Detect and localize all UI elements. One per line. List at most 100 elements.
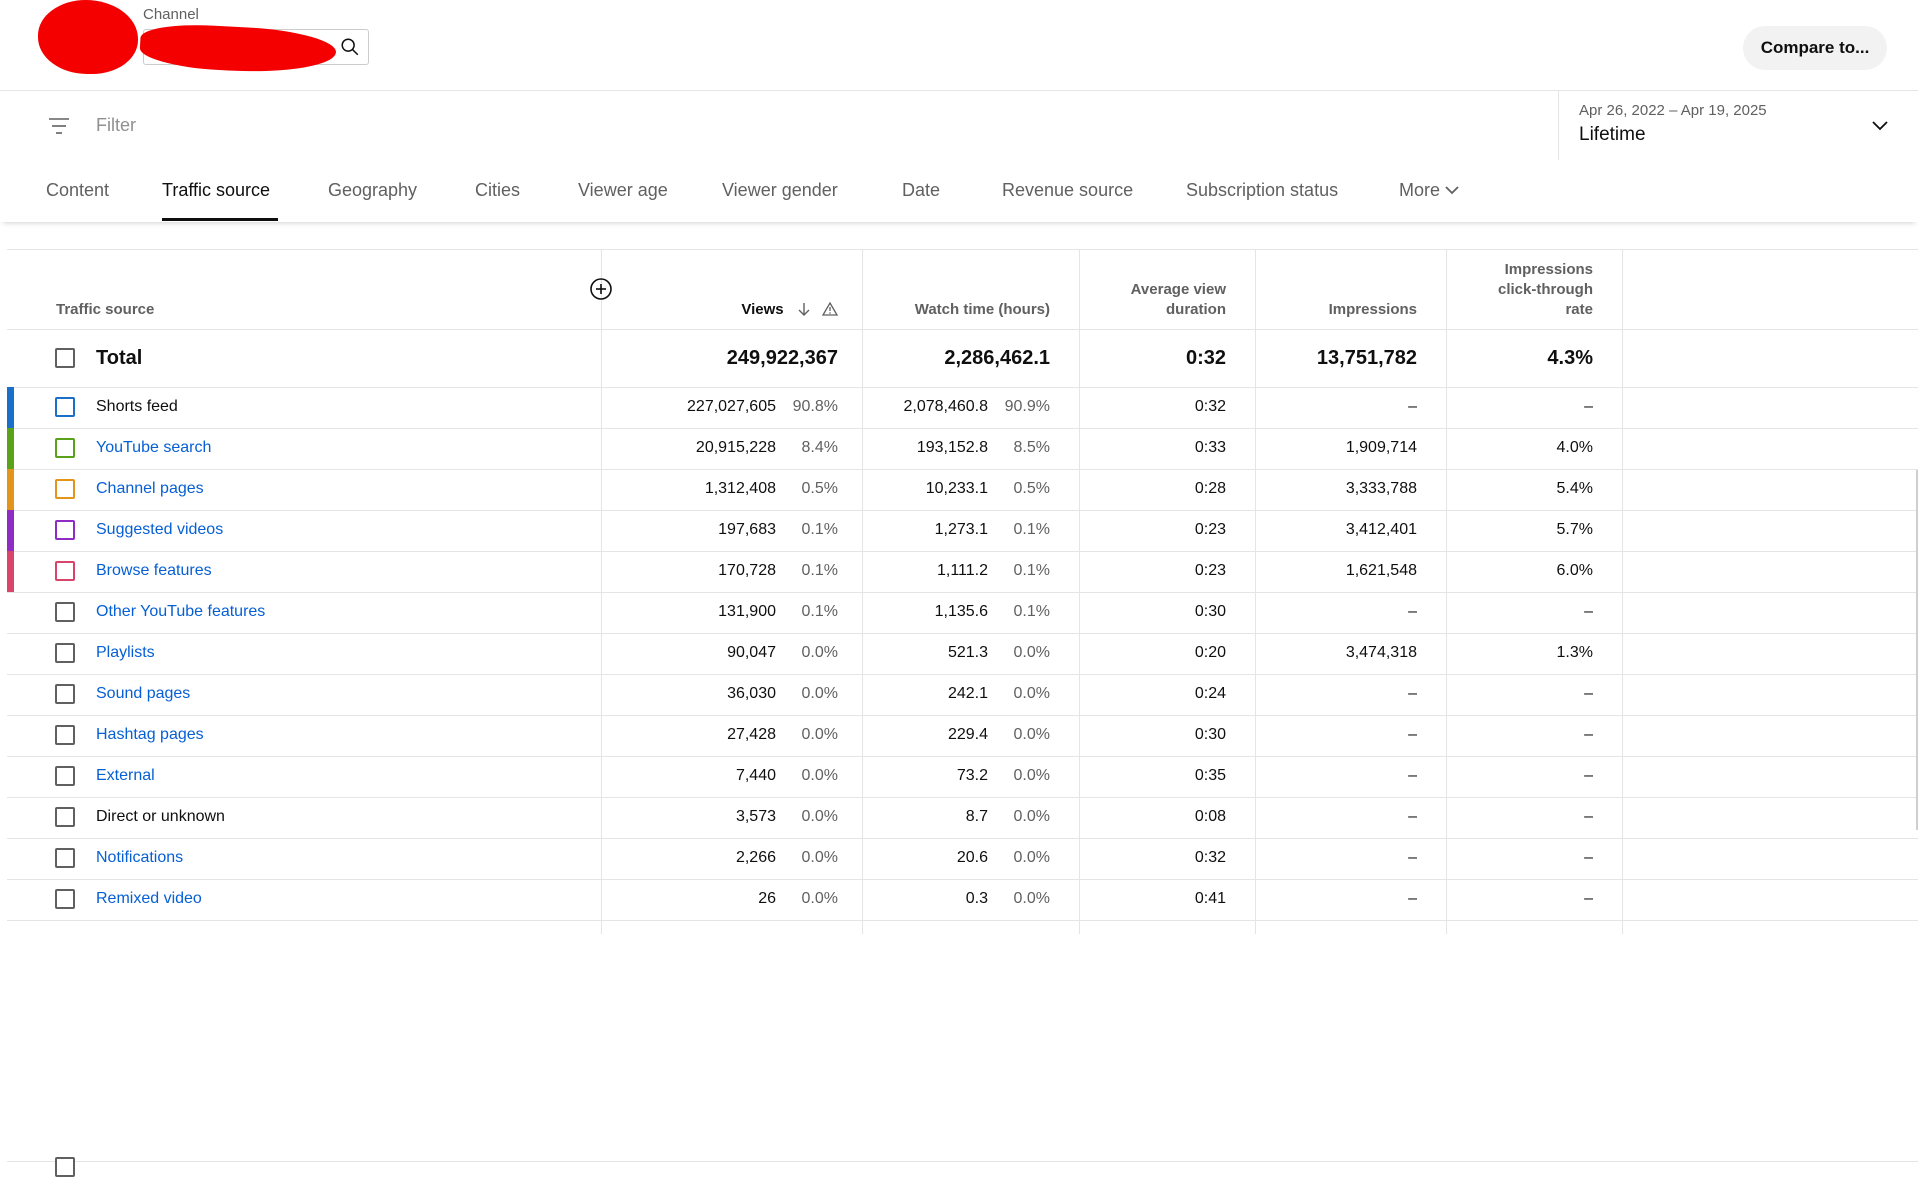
ctr-value: –	[1584, 849, 1593, 866]
warning-icon[interactable]	[821, 301, 839, 317]
traffic-source-name[interactable]: Browse features	[96, 562, 212, 579]
chevron-down-icon[interactable]	[1870, 116, 1890, 136]
watch-time-value: 521.3	[947, 644, 988, 661]
watch-time-value: 10,233.1	[925, 480, 988, 497]
watch-time-value: 20.6	[956, 849, 988, 866]
filter-input[interactable]: Filter	[96, 115, 136, 135]
row-checkbox[interactable]	[55, 848, 75, 868]
average-view-duration-value: 0:30	[1194, 603, 1226, 620]
table-row: Browse features 170,728 0.1% 1,111.2 0.1% 0:2…	[7, 551, 1918, 593]
tab-cities[interactable]: Cities	[475, 180, 521, 200]
impressions-value: –	[1408, 890, 1417, 907]
views-percent: 0.0%	[801, 644, 838, 661]
average-view-duration-value: 0:35	[1194, 767, 1226, 784]
watch-time-percent: 0.0%	[1013, 685, 1050, 702]
traffic-source-name: Direct or unknown	[96, 808, 225, 825]
ctr-value: 5.7%	[1556, 521, 1593, 538]
row-checkbox[interactable]	[55, 643, 75, 663]
views-value: 2,266	[735, 849, 776, 866]
watch-time-percent: 8.5%	[1013, 439, 1050, 456]
total-views: 249,922,367	[726, 347, 838, 369]
traffic-source-table: Traffic source Views Watch time (hours) …	[7, 249, 1918, 1177]
date-range-picker[interactable]: Apr 26, 2022 – Apr 19, 2025 Lifetime	[1558, 91, 1918, 160]
row-checkbox[interactable]	[55, 602, 75, 622]
tab-revenue-source[interactable]: Revenue source	[1002, 180, 1134, 200]
impressions-value: –	[1408, 726, 1417, 743]
tab-traffic-source[interactable]: Traffic source	[162, 180, 271, 200]
watch-time-percent: 0.0%	[1013, 849, 1050, 866]
row-checkbox[interactable]	[55, 1157, 75, 1177]
impressions-value: –	[1408, 398, 1417, 415]
avg-duration-header-line: Average view	[1130, 281, 1226, 298]
column-header-impressions[interactable]: Impressions	[1328, 301, 1417, 318]
row-checkbox[interactable]	[55, 397, 75, 417]
watch-time-value: 0.3	[965, 890, 988, 907]
tab-geography[interactable]: Geography	[328, 180, 418, 200]
row-checkbox[interactable]	[55, 479, 75, 499]
traffic-source-name[interactable]: External	[96, 767, 155, 784]
table-row: External 7,440 0.0% 73.2 0.0% 0:35 – –	[7, 756, 1918, 798]
views-percent: 0.0%	[801, 849, 838, 866]
ctr-value: 6.0%	[1556, 562, 1593, 579]
impressions-value: –	[1408, 603, 1417, 620]
traffic-source-name[interactable]: Channel pages	[96, 480, 204, 497]
row-checkbox[interactable]	[55, 684, 75, 704]
column-header-ctr[interactable]: Impressions click-through rate	[1498, 260, 1593, 320]
tab-date[interactable]: Date	[902, 180, 941, 200]
ctr-value: –	[1584, 808, 1593, 825]
views-percent: 0.0%	[801, 890, 838, 907]
ctr-value: 1.3%	[1556, 644, 1593, 661]
traffic-source-name[interactable]: Sound pages	[96, 685, 191, 702]
filter-icon[interactable]	[47, 114, 71, 138]
impressions-value: –	[1408, 849, 1417, 866]
average-view-duration-value: 0:33	[1194, 439, 1226, 456]
tab-viewer-gender[interactable]: Viewer gender	[722, 180, 838, 200]
tab-subscription-status[interactable]: Subscription status	[1186, 180, 1339, 200]
views-percent: 90.8%	[792, 398, 838, 415]
active-tab-indicator	[162, 218, 278, 221]
scrollbar[interactable]	[1916, 470, 1918, 830]
table-row: Channel pages 1,312,408 0.5% 10,233.1 0.5% 0:…	[7, 469, 1918, 511]
traffic-source-name[interactable]: Playlists	[96, 644, 155, 661]
impressions-value: –	[1408, 685, 1417, 702]
add-metric-icon[interactable]	[589, 277, 613, 301]
views-header-label: Views	[741, 301, 784, 318]
views-value: 170,728	[718, 562, 776, 579]
search-icon[interactable]	[339, 36, 361, 58]
traffic-source-name[interactable]: Notifications	[96, 849, 184, 866]
tab-more-label: More	[1399, 180, 1441, 200]
row-checkbox[interactable]	[55, 889, 75, 909]
ctr-header-line: click-through	[1497, 281, 1593, 298]
traffic-source-name[interactable]: YouTube search	[96, 439, 212, 456]
tab-more[interactable]: More	[1399, 180, 1460, 201]
column-header-average-view-duration[interactable]: Average view duration	[1131, 280, 1226, 320]
traffic-source-name[interactable]: Other YouTube features	[96, 603, 266, 620]
views-value: 26	[758, 890, 776, 907]
watch-time-percent: 0.0%	[1013, 726, 1050, 743]
watch-time-value: 193,152.8	[916, 439, 988, 456]
column-header-watch-time[interactable]: Watch time (hours)	[914, 301, 1050, 318]
average-view-duration-value: 0:32	[1194, 398, 1226, 415]
row-checkbox[interactable]	[55, 725, 75, 745]
traffic-source-name[interactable]: Suggested videos	[96, 521, 224, 538]
row-checkbox[interactable]	[55, 766, 75, 786]
column-header-views[interactable]: Views	[741, 300, 839, 320]
table-row: Suggested videos 197,683 0.1% 1,273.1 0.1% 0:…	[7, 510, 1918, 552]
traffic-source-name[interactable]: Hashtag pages	[96, 726, 204, 743]
watch-time-percent: 0.5%	[1013, 480, 1050, 497]
tab-viewer-age[interactable]: Viewer age	[578, 180, 668, 200]
views-value: 20,915,228	[695, 439, 776, 456]
traffic-source-name: Shorts feed	[96, 398, 178, 415]
tab-content[interactable]: Content	[46, 180, 110, 200]
total-checkbox[interactable]	[55, 348, 75, 368]
traffic-source-name[interactable]: Remixed video	[96, 890, 202, 907]
sort-descending-icon[interactable]	[796, 301, 812, 317]
compare-to-button[interactable]: Compare to...	[1743, 26, 1887, 70]
row-checkbox[interactable]	[55, 807, 75, 827]
column-header-traffic-source[interactable]: Traffic source	[56, 301, 155, 318]
row-checkbox[interactable]	[55, 520, 75, 540]
row-checkbox[interactable]	[55, 561, 75, 581]
dimension-tabs: Content Traffic source Geography Cities …	[0, 160, 1918, 222]
watch-time-percent: 0.0%	[1013, 808, 1050, 825]
row-checkbox[interactable]	[55, 438, 75, 458]
